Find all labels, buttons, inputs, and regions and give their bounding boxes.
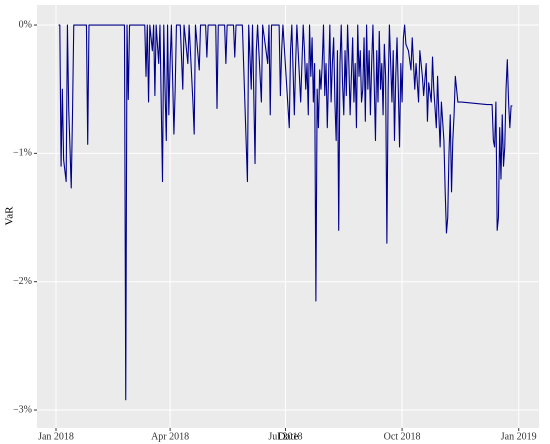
plot-panel [37, 5, 539, 428]
data-line [58, 24, 513, 401]
y-tick-label: −3% [13, 404, 32, 415]
x-axis-title: Date [278, 431, 299, 443]
x-tick-label: Jul 2018 [268, 431, 302, 442]
x-tick-label: Oct 2018 [384, 431, 421, 442]
x-tick-label: Jan 2019 [501, 431, 537, 442]
x-tick-label: Apr 2018 [151, 431, 189, 442]
y-axis-title: VaR [4, 206, 16, 226]
x-tick-label: Jan 2018 [38, 431, 74, 442]
y-tick-label: 0% [19, 19, 32, 30]
y-tick-label: −2% [13, 276, 32, 287]
y-tick-label: −1% [13, 148, 32, 159]
